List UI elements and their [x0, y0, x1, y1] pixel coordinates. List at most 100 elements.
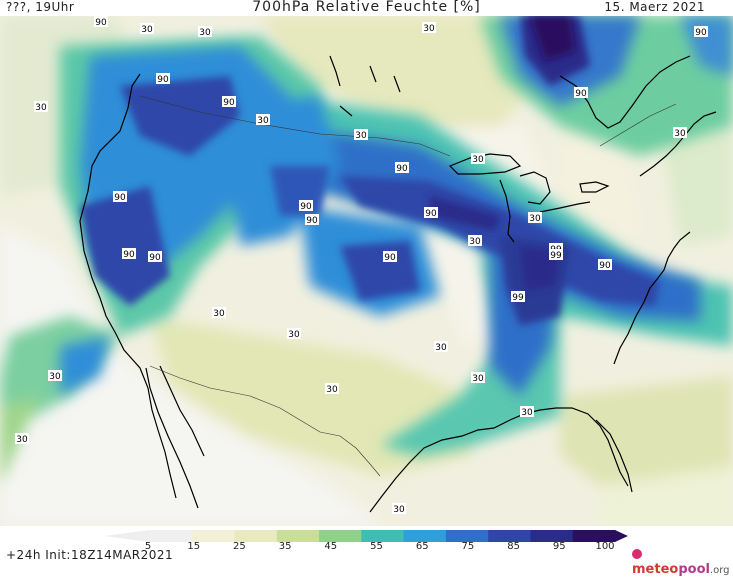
brand-accent: pool: [678, 562, 710, 577]
contour-label: 30: [434, 341, 448, 353]
svg-text:90: 90: [149, 253, 161, 263]
legend-tick-label: 65: [416, 541, 429, 552]
legend-tick-label: 45: [324, 541, 337, 552]
svg-text:99: 99: [550, 251, 562, 261]
svg-text:90: 90: [157, 75, 169, 85]
legend-tick-label: 5: [145, 541, 151, 552]
legend-ticks: 5 15 25 35 45 55 65 75 85 95 100: [145, 541, 615, 552]
canadian-lakes: [329, 55, 401, 117]
init-time-label: +24h Init:18Z14MAR2021: [6, 548, 174, 562]
legend-tick-label: 75: [462, 541, 475, 552]
contour-label: 30: [198, 26, 212, 38]
brand-tld: .org: [709, 565, 730, 576]
gulf-of-california: [159, 365, 205, 457]
contour-label: 30: [520, 406, 534, 418]
valid-time-label: ???, 19Uhr: [6, 0, 75, 14]
legend-swatch: [403, 530, 447, 542]
borders: [139, 95, 677, 477]
contour-label: 30: [15, 433, 29, 445]
svg-text:90: 90: [223, 98, 235, 108]
legend-tick-label: 100: [595, 541, 614, 552]
contour-label: 30: [325, 383, 339, 395]
contour-label: 90: [148, 251, 162, 263]
contour-label: 30: [48, 370, 62, 382]
svg-text:90: 90: [300, 202, 312, 212]
contour-label: 90: [574, 87, 588, 99]
contour-label: 30: [422, 22, 436, 34]
svg-text:90: 90: [123, 250, 135, 260]
svg-text:30: 30: [326, 385, 338, 395]
legend-swatch: [276, 530, 320, 542]
meteopool-logo[interactable]: meteopool.org: [632, 547, 733, 577]
contour-label: 90: [299, 200, 313, 212]
contour-label: 90: [383, 251, 397, 263]
contour-label: 90: [598, 259, 612, 271]
svg-text:30: 30: [521, 408, 533, 418]
legend-swatch: [150, 530, 193, 542]
humidity-map: 90 30 30 90 90 30 90 30 30 90 90 90 30 9…: [0, 16, 733, 526]
contour-label: 90: [694, 26, 708, 38]
contour-label: 30: [471, 372, 485, 384]
svg-text:90: 90: [384, 253, 396, 263]
contour-label: 90: [305, 214, 319, 226]
contour-label: 30: [212, 307, 226, 319]
legend-arrow-left: [104, 530, 150, 542]
great-lakes-3: [519, 171, 551, 205]
legend-swatch: [445, 530, 489, 542]
brand-main: meteo: [632, 562, 679, 577]
contour-label: 30: [287, 328, 301, 340]
svg-text:30: 30: [355, 131, 367, 141]
svg-text:30: 30: [435, 343, 447, 353]
legend-swatch: [361, 530, 405, 542]
map-title: 700hPa Relative Feuchte [%]: [252, 0, 481, 15]
svg-text:30: 30: [674, 129, 686, 139]
legend-tick-label: 95: [553, 541, 566, 552]
contour-label: 30: [140, 23, 154, 35]
contour-label: 99: [549, 249, 563, 261]
humidity-fields: [0, 16, 733, 526]
great-lakes-5: [579, 181, 610, 193]
contour-label: 30: [34, 101, 48, 113]
svg-text:30: 30: [141, 25, 153, 35]
color-legend: 5 15 25 35 45 55 65 75 85 95 100: [0, 526, 733, 566]
us-west-coast: [79, 73, 177, 499]
us-mexico-border: [149, 365, 381, 477]
svg-text:90: 90: [425, 209, 437, 219]
svg-text:30: 30: [472, 374, 484, 384]
legend-swatches: [150, 530, 616, 542]
legend-tick-label: 55: [370, 541, 383, 552]
svg-text:30: 30: [16, 435, 28, 445]
svg-text:30: 30: [472, 155, 484, 165]
baja-peninsula: [145, 367, 199, 509]
east-coast: [613, 231, 691, 365]
contour-label: 90: [122, 248, 136, 260]
contour-label: 90: [94, 16, 108, 28]
contour-label: 90: [222, 96, 236, 108]
contour-label: 30: [528, 212, 542, 224]
canada-east-border: [599, 103, 677, 147]
contour-label: 30: [354, 129, 368, 141]
svg-text:30: 30: [49, 372, 61, 382]
contour-label: 30: [392, 503, 406, 515]
legend-swatch: [319, 530, 362, 542]
date-label: 15. Maerz 2021: [604, 0, 705, 14]
contour-label: 90: [395, 162, 409, 174]
contour-label: 30: [256, 114, 270, 126]
svg-text:30: 30: [423, 24, 435, 34]
svg-text:30: 30: [257, 116, 269, 126]
svg-text:90: 90: [114, 193, 126, 203]
svg-text:90: 90: [695, 28, 707, 38]
svg-text:90: 90: [396, 164, 408, 174]
svg-text:90: 90: [575, 89, 587, 99]
svg-text:90: 90: [95, 18, 107, 28]
svg-text:99: 99: [512, 293, 524, 303]
legend-bar: [104, 530, 628, 542]
svg-text:30: 30: [529, 214, 541, 224]
legend-arrow-right: [615, 530, 628, 542]
svg-text:90: 90: [306, 216, 318, 226]
gulf-coast: [369, 407, 629, 513]
logo-dot-icon: [632, 549, 642, 559]
florida: [595, 419, 633, 493]
header-bar: ???, 19Uhr 700hPa Relative Feuchte [%] 1…: [0, 0, 733, 18]
great-lakes-4: [539, 201, 591, 213]
